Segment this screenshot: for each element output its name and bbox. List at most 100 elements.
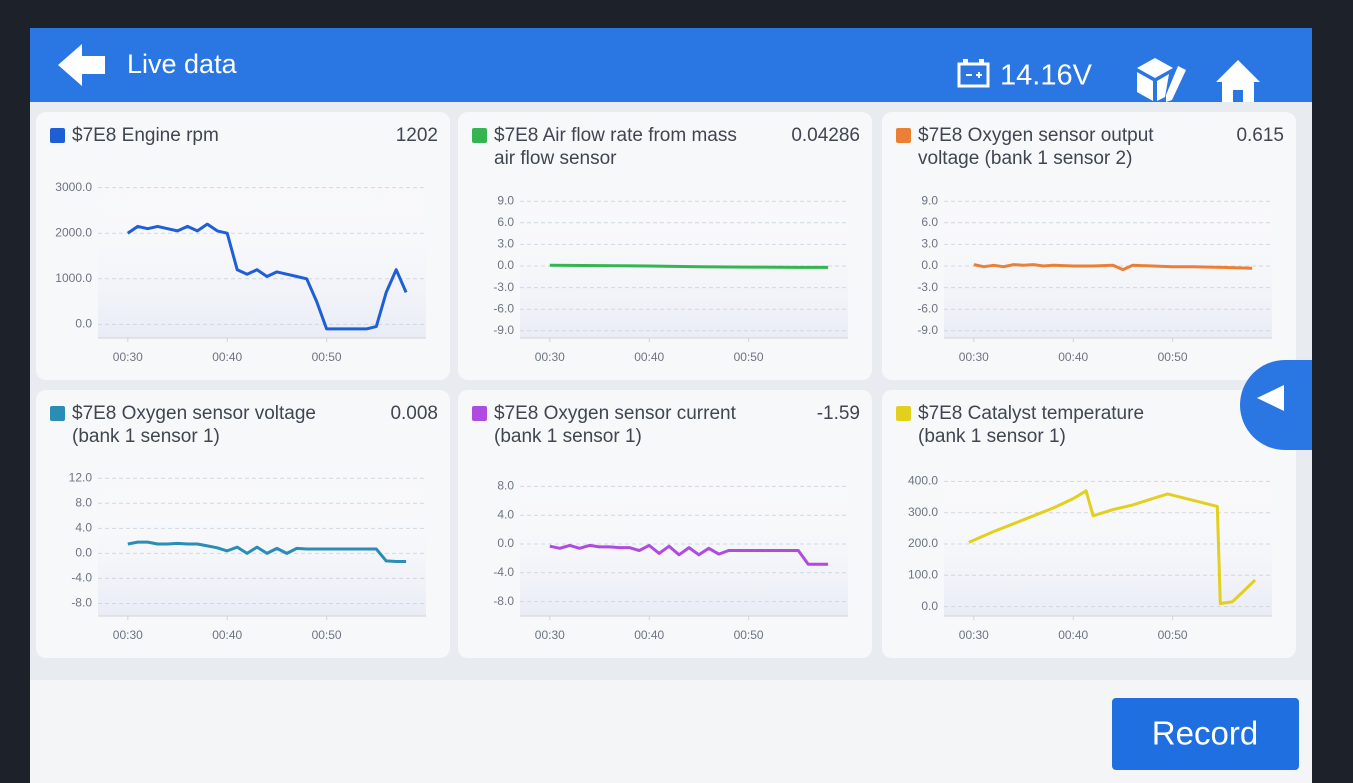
footer-bar bbox=[30, 680, 1312, 783]
y-tick-label: -6.0 bbox=[493, 301, 514, 315]
x-tick-label: 00:50 bbox=[1158, 628, 1188, 642]
panels: $7E8 Engine rpm 1202 0.0 1000.0 2000.0 3000.0… bbox=[36, 112, 1296, 658]
y-tick-label: 0.0 bbox=[75, 317, 92, 331]
x-tick-label: 00:50 bbox=[312, 628, 342, 642]
y-tick-label: 4.0 bbox=[75, 521, 92, 535]
current-reading: 0.04286 bbox=[791, 125, 860, 146]
x-tick-label: 00:40 bbox=[634, 350, 664, 364]
y-tick-label: 6.0 bbox=[497, 215, 514, 229]
legend-swatch bbox=[472, 406, 487, 421]
data-line bbox=[127, 540, 407, 563]
y-tick-label: 0.0 bbox=[921, 258, 938, 272]
x-tick-label: 00:50 bbox=[734, 350, 764, 364]
plot-background bbox=[98, 174, 426, 338]
y-tick-label: -8.0 bbox=[493, 594, 514, 608]
y-tick-label: 1000.0 bbox=[55, 271, 92, 285]
plot-background bbox=[98, 472, 426, 616]
y-tick-label: -3.0 bbox=[493, 280, 514, 294]
y-tick-label: 9.0 bbox=[921, 193, 938, 207]
y-tick-label: 200.0 bbox=[908, 536, 938, 550]
y-tick-label: 300.0 bbox=[908, 505, 938, 519]
y-tick-label: 0.0 bbox=[497, 258, 514, 272]
legend-swatch bbox=[896, 406, 911, 421]
record-button-label: Record bbox=[1152, 715, 1258, 752]
y-tick-label: -4.0 bbox=[71, 571, 92, 585]
data-line bbox=[126, 222, 408, 331]
y-tick-label: 400.0 bbox=[908, 474, 938, 488]
y-tick-label: 100.0 bbox=[908, 567, 938, 581]
record-button[interactable]: Record bbox=[1112, 698, 1299, 770]
legend-swatch bbox=[896, 128, 911, 143]
data-line bbox=[549, 263, 829, 269]
x-tick-label: 00:30 bbox=[113, 350, 143, 364]
chart-title: (bank 1 sensor 1) bbox=[918, 426, 1066, 447]
x-tick-label: 00:50 bbox=[734, 628, 764, 642]
x-tick-label: 00:40 bbox=[212, 350, 242, 364]
y-tick-label: 12.0 bbox=[69, 470, 93, 484]
y-tick-label: 6.0 bbox=[921, 215, 938, 229]
current-reading: -1.59 bbox=[817, 403, 860, 424]
x-tick-label: 00:40 bbox=[1058, 350, 1088, 364]
x-tick-label: 00:40 bbox=[1058, 628, 1088, 642]
x-tick-label: 00:30 bbox=[535, 628, 565, 642]
y-tick-label: 0.0 bbox=[75, 546, 92, 560]
chart-title: air flow sensor bbox=[494, 148, 617, 169]
y-tick-label: 8.0 bbox=[497, 479, 514, 493]
y-tick-label: 3.0 bbox=[921, 237, 938, 251]
y-tick-label: 3.0 bbox=[497, 237, 514, 251]
legend-swatch bbox=[50, 128, 65, 143]
chart-title: voltage (bank 1 sensor 2) bbox=[918, 148, 1132, 169]
chart-panel: $7E8 Oxygen sensor current(bank 1 sensor… bbox=[458, 390, 872, 658]
back-button[interactable] bbox=[58, 44, 105, 86]
chart-title: (bank 1 sensor 1) bbox=[494, 426, 642, 447]
battery-voltage: 14.16V bbox=[1000, 60, 1093, 92]
y-tick-label: -9.0 bbox=[493, 323, 514, 337]
y-tick-label: 0.0 bbox=[497, 536, 514, 550]
chart-panel: $7E8 Catalyst temperature(bank 1 sensor … bbox=[882, 390, 1296, 658]
y-tick-label: 8.0 bbox=[75, 495, 92, 509]
current-reading: 0.008 bbox=[390, 403, 438, 424]
y-tick-label: -9.0 bbox=[917, 323, 938, 337]
data-line bbox=[549, 543, 829, 566]
y-tick-label: -8.0 bbox=[71, 596, 92, 610]
home-button[interactable] bbox=[1216, 60, 1260, 102]
chart-title: $7E8 Catalyst temperature bbox=[918, 403, 1144, 424]
x-tick-label: 00:30 bbox=[535, 350, 565, 364]
y-tick-label: 4.0 bbox=[497, 507, 514, 521]
battery-icon bbox=[957, 59, 990, 88]
current-reading: 1202 bbox=[396, 125, 438, 146]
back-arrow-icon bbox=[58, 44, 105, 86]
chart-title: $7E8 Engine rpm bbox=[72, 125, 219, 146]
y-tick-label: 2000.0 bbox=[55, 225, 92, 239]
chart-panel: $7E8 Engine rpm 1202 0.0 1000.0 2000.0 3000.0… bbox=[36, 112, 450, 380]
x-tick-label: 00:30 bbox=[959, 628, 989, 642]
y-tick-label: 9.0 bbox=[497, 193, 514, 207]
x-tick-label: 00:40 bbox=[212, 628, 242, 642]
side-tab[interactable] bbox=[1240, 360, 1312, 450]
chart-title: $7E8 Oxygen sensor output bbox=[918, 125, 1154, 146]
chart-title: $7E8 Oxygen sensor current bbox=[494, 403, 737, 424]
header-title: Live data bbox=[127, 49, 238, 79]
y-tick-label: -3.0 bbox=[917, 280, 938, 294]
x-tick-label: 00:40 bbox=[634, 628, 664, 642]
chart-title: $7E8 Oxygen sensor voltage bbox=[72, 403, 316, 424]
current-reading: 0.615 bbox=[1236, 125, 1284, 146]
y-tick-label: -6.0 bbox=[917, 301, 938, 315]
chart-title: $7E8 Air flow rate from mass bbox=[494, 125, 737, 146]
header-bar bbox=[30, 28, 1312, 102]
x-tick-label: 00:50 bbox=[1158, 350, 1188, 364]
chart-panel: $7E8 Oxygen sensor voltage(bank 1 sensor… bbox=[36, 390, 450, 658]
y-tick-label: -4.0 bbox=[493, 565, 514, 579]
tools-button[interactable] bbox=[1137, 58, 1186, 102]
x-tick-label: 00:30 bbox=[113, 628, 143, 642]
legend-swatch bbox=[472, 128, 487, 143]
y-tick-label: 0.0 bbox=[921, 599, 938, 613]
record-button-background bbox=[1112, 698, 1299, 770]
legend-swatch bbox=[50, 406, 65, 421]
data-line bbox=[973, 263, 1253, 272]
y-tick-label: 3000.0 bbox=[55, 180, 92, 194]
